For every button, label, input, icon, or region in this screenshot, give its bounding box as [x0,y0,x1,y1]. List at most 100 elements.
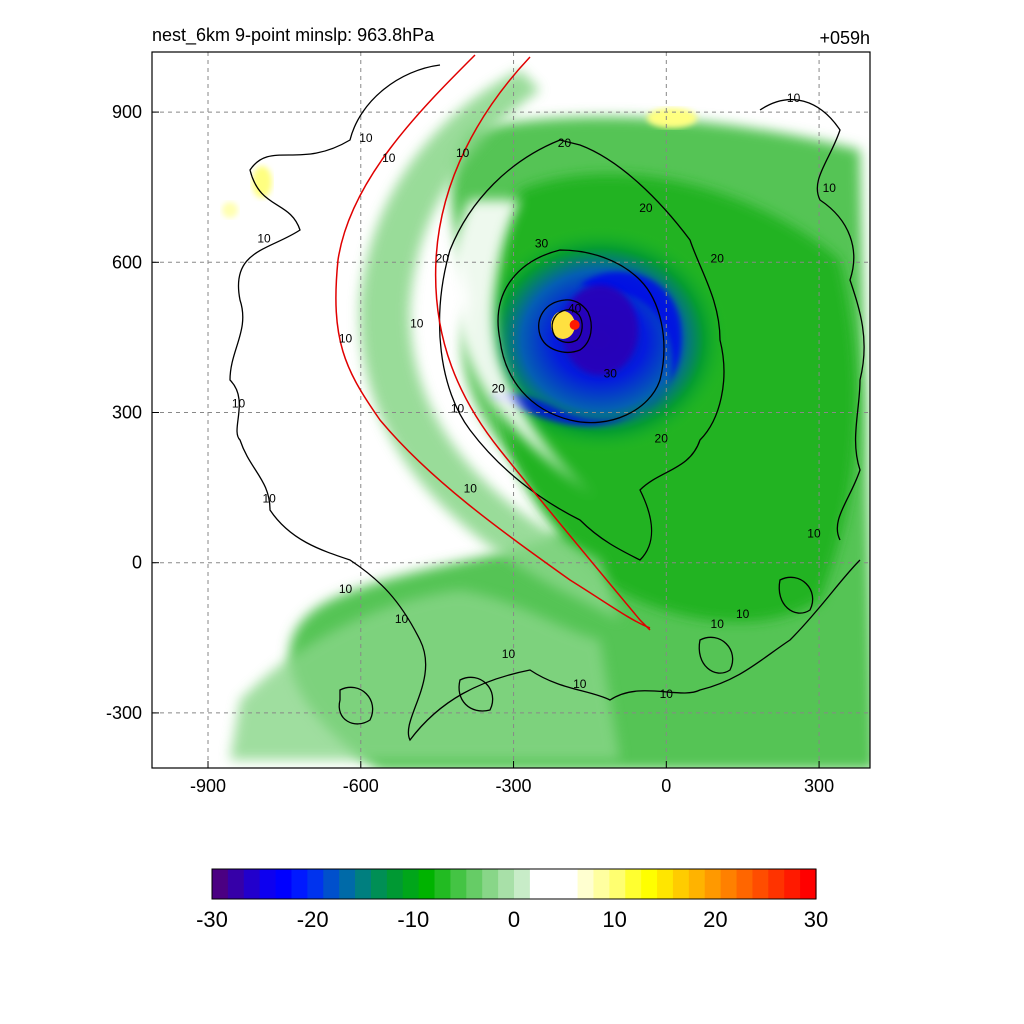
contour-label: 10 [711,617,725,631]
colorbar-swatch [529,869,547,899]
track-curves [335,54,651,631]
colorbar-swatch [243,869,261,899]
contour-label: 10 [232,396,246,410]
contour-label: 20 [711,251,725,265]
contour-10-southwest [338,686,374,725]
colorbar-swatch [466,869,483,899]
colorbar-tick-label: -20 [297,907,329,932]
contour-10-east [759,98,865,541]
contour-10-east-blob [778,576,814,614]
contour-label: 10 [410,316,424,330]
colorbar-swatch [609,869,626,899]
chart-title-left: nest_6km 9-point minslp: 963.8hPa [152,25,435,46]
contour-label: 30 [535,236,549,250]
contour-10-south [458,676,494,712]
contour-label: 10 [787,91,801,105]
colorbar-swatch [800,869,817,899]
x-tick-label: -900 [190,776,226,796]
field-clear-slot [452,200,600,500]
colorbar-swatch [672,869,690,899]
y-tick-label: 900 [112,102,142,122]
contour-label: 10 [257,231,271,245]
contour-label: 10 [502,647,516,661]
field-positive-spot [252,166,272,198]
y-tick-label: 300 [112,403,142,423]
colorbar [211,868,817,900]
field-outer-band [359,70,620,620]
track-curve-outer [335,54,651,629]
field-positive-spot [647,108,697,128]
x-tick-label: -600 [343,776,379,796]
contour-label: 10 [262,492,276,506]
contour-label: 10 [823,181,837,195]
contour-label: 20 [558,136,572,150]
contour-10-outer [229,64,861,742]
colorbar-swatch [259,869,277,899]
colorbar-swatch [514,869,531,899]
colorbar-swatch [768,869,785,899]
colorbar-swatch [386,869,404,899]
colorbar-swatch [720,869,738,899]
colorbar-swatch [561,869,579,899]
colorbar-swatch [227,869,245,899]
colorbar-tick-label: -10 [397,907,429,932]
y-tick-label: 0 [132,553,142,573]
colorbar-swatch [291,869,308,899]
colorbar-swatch [625,869,642,899]
colorbar-tick-label: 20 [703,907,727,932]
contour-label: 10 [382,151,396,165]
filled-field [222,70,870,768]
contour-label: 20 [436,251,450,265]
colorbar-swatch [355,869,372,899]
track-curve-inner [434,56,651,631]
colorbar-swatch [577,869,595,899]
colorbar-swatch [275,869,293,899]
contour-label: 10 [451,402,465,416]
storm-center-marker [569,319,580,330]
colorbar-swatch [641,869,658,899]
colorbar-swatch [434,869,452,899]
contour-labels: 10 10 10 20 20 30 20 10 10 10 20 10 10 40 30 20 10 20 10 10… [232,91,836,701]
plot-frame [151,51,871,769]
colorbar-ticks: -30 -20 -10 0 10 20 30 [196,907,828,932]
colorbar-swatch [212,869,229,899]
contour-label: 20 [639,201,653,215]
y-tick-label: 600 [112,252,142,272]
field-positive-spot [222,202,238,218]
x-tick-label: 0 [661,776,671,796]
colorbar-tick-label: 0 [508,907,520,932]
colorbar-swatch [657,869,674,899]
contour-40-ring [538,299,592,353]
contour-label: 20 [492,381,506,395]
contour-label: 10 [456,146,470,160]
contour-label: 10 [660,687,674,701]
contour-lines [229,64,865,742]
y-axis: -300 0 300 600 900 [106,102,159,723]
contour-label: 20 [655,432,669,446]
colorbar-tick-label: 30 [804,907,828,932]
contour-label: 10 [573,677,587,691]
colorbar-tick-label: 10 [602,907,626,932]
y-tick-label: -300 [106,703,142,723]
contour-label: 40 [568,301,582,315]
colorbar-frame [211,868,817,900]
colorbar-swatch [545,869,563,899]
field-core-dark [562,285,638,375]
contour-50-ring [551,309,583,343]
colorbar-swatch [370,869,388,899]
colorbar-swatch [704,869,722,899]
contour-20-ring [438,139,725,561]
field-eye [551,311,575,339]
colorbar-swatch [784,869,801,899]
colorbar-swatch [307,869,324,899]
contour-label: 10 [359,131,373,145]
colorbar-swatch [418,869,436,899]
colorbar-swatch [402,869,420,899]
colorbar-swatch [339,869,356,899]
colorbar-swatch [498,869,515,899]
contour-label: 10 [464,482,478,496]
x-tick-label: -300 [496,776,532,796]
colorbar-swatch [688,869,706,899]
colorbar-swatch [323,869,340,899]
